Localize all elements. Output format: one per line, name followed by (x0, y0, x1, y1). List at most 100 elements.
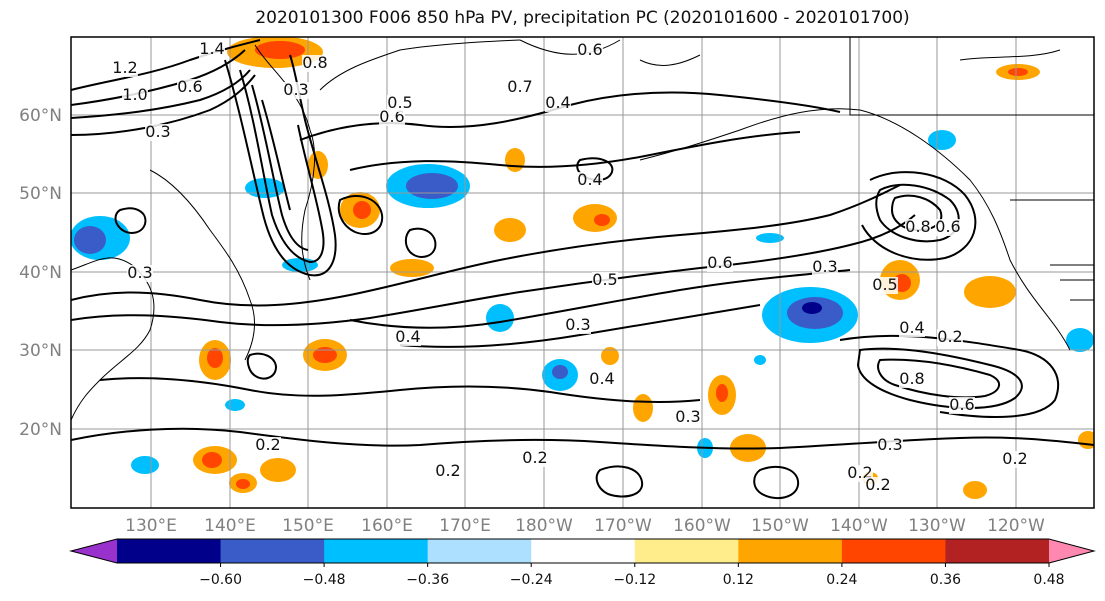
pv-label-background (177, 79, 203, 96)
pv-label-background (122, 87, 148, 104)
precip-patch (486, 304, 514, 332)
precip-patch (1008, 68, 1028, 76)
pv-label-background (565, 317, 591, 334)
pv-contour-label: 0.8 (899, 369, 924, 388)
pv-label-background (872, 277, 898, 294)
precip-patch (236, 479, 250, 489)
pv-label-background (1002, 451, 1028, 468)
pv-contour-label: 0.3 (877, 435, 902, 454)
precip-patch (260, 458, 296, 482)
precip-patch (313, 347, 337, 363)
pv-contour-label: 0.6 (577, 40, 602, 59)
lat-label: 50°N (19, 184, 62, 204)
latitude-labels: 60°N 50°N 40°N 30°N 20°N (19, 106, 62, 440)
colorbar-bin (117, 539, 222, 563)
pv-contour-label: 1.4 (199, 39, 224, 58)
precip-patch (963, 481, 987, 499)
colorbar (69, 538, 1096, 564)
pv-label-background (589, 371, 615, 388)
pv-label-background (545, 95, 571, 112)
precip-patch (964, 276, 1016, 308)
precip-patch (406, 173, 458, 199)
pv-contour-label: 0.3 (675, 407, 700, 426)
precip-patch (390, 259, 434, 277)
precip-patch (225, 399, 245, 411)
coastlines (71, 37, 1094, 421)
colorbar-tick-label: −0.24 (510, 572, 553, 588)
precip-patch (594, 214, 610, 226)
pv-contour-label: 1.0 (122, 85, 147, 104)
pv-label-background (145, 124, 171, 141)
pv-label-background (577, 42, 603, 59)
colorbar-bin (427, 539, 532, 563)
pv-contour-label: 0.7 (507, 77, 532, 96)
pv-label-background (302, 55, 328, 72)
pv-contour-label: 0.6 (707, 253, 732, 272)
pv-label-background (949, 397, 975, 414)
pv-contour-label: 0.6 (949, 395, 974, 414)
precip-patch (255, 41, 305, 59)
pv-label-background (127, 265, 153, 282)
pv-contour-label: 0.4 (395, 327, 420, 346)
pv-label-background (899, 371, 925, 388)
pv-contour-label: 0.4 (577, 170, 602, 189)
pv-contour-label: 1.2 (112, 58, 137, 77)
pv-label-background (435, 463, 461, 480)
colorbar-tick-labels: −0.60 −0.48 −0.36 −0.24 −0.12 0.12 0.24 0.36 0.4… (199, 563, 1065, 588)
map-frame (70, 36, 1095, 509)
lat-label: 40°N (19, 263, 62, 283)
pv-contour-label: 0.5 (592, 270, 617, 289)
precip-patch (202, 452, 222, 468)
lon-label: 120°W (987, 516, 1045, 536)
precip-patch (802, 302, 822, 314)
pv-contour-label: 0.2 (255, 435, 280, 454)
precip-patch (353, 201, 371, 219)
precip-patch (756, 233, 784, 243)
lon-label: 160°E (361, 516, 413, 536)
lon-label: 150°W (751, 516, 809, 536)
lon-label: 130°E (125, 516, 177, 536)
pv-contour-label: 0.5 (872, 275, 897, 294)
colorbar-tick-label: 0.36 (930, 572, 961, 588)
precip-patch (1078, 431, 1094, 449)
pv-contour-label: 0.3 (565, 315, 590, 334)
pv-label-background (199, 41, 225, 58)
pv-label-background (577, 172, 603, 189)
lon-label: 170°W (594, 516, 652, 536)
colorbar-tick-label: 0.12 (723, 572, 754, 588)
pv-label-background (812, 259, 838, 276)
lat-label: 60°N (19, 106, 62, 126)
lon-label: 170°E (439, 516, 491, 536)
lat-label: 20°N (19, 420, 62, 440)
pv-label-background (255, 437, 281, 454)
precip-patch (1066, 328, 1094, 352)
colorbar-bin (738, 539, 843, 563)
precipitation-shading (71, 37, 1094, 499)
pv-contour-label: 0.2 (522, 448, 547, 467)
pv-contour-label: 0.3 (127, 263, 152, 282)
colorbar-bin (634, 539, 739, 563)
precip-patch (74, 226, 106, 254)
pv-contour-label: 0.4 (899, 318, 924, 337)
pv-label-background (379, 109, 405, 126)
pv-contour-label: 0.4 (589, 369, 614, 388)
lon-label: 140°E (204, 516, 256, 536)
pv-contour-label: 0.4 (545, 93, 570, 112)
precip-patch (552, 365, 568, 379)
colorbar-extend-high (1049, 539, 1094, 563)
lon-label: 130°W (908, 516, 966, 536)
pv-label-background (905, 219, 931, 236)
precip-patch (207, 348, 223, 368)
colorbar-tick-label: −0.12 (613, 572, 656, 588)
colorbar-tick-label: 0.48 (1033, 572, 1064, 588)
pv-contour-label: 0.6 (177, 77, 202, 96)
pv-contour-label: 0.2 (435, 461, 460, 480)
pv-contour-label: 0.2 (937, 327, 962, 346)
pv-contour-label: 0.3 (283, 80, 308, 99)
colorbar-tick-label: −0.48 (303, 572, 346, 588)
pv-contour-label: 0.2 (1002, 449, 1027, 468)
colorbar-bin (841, 539, 946, 563)
precip-patch (494, 218, 526, 242)
longitude-labels: 130°E 140°E 150°E 160°E 170°E 180°W 170°… (125, 516, 1045, 536)
